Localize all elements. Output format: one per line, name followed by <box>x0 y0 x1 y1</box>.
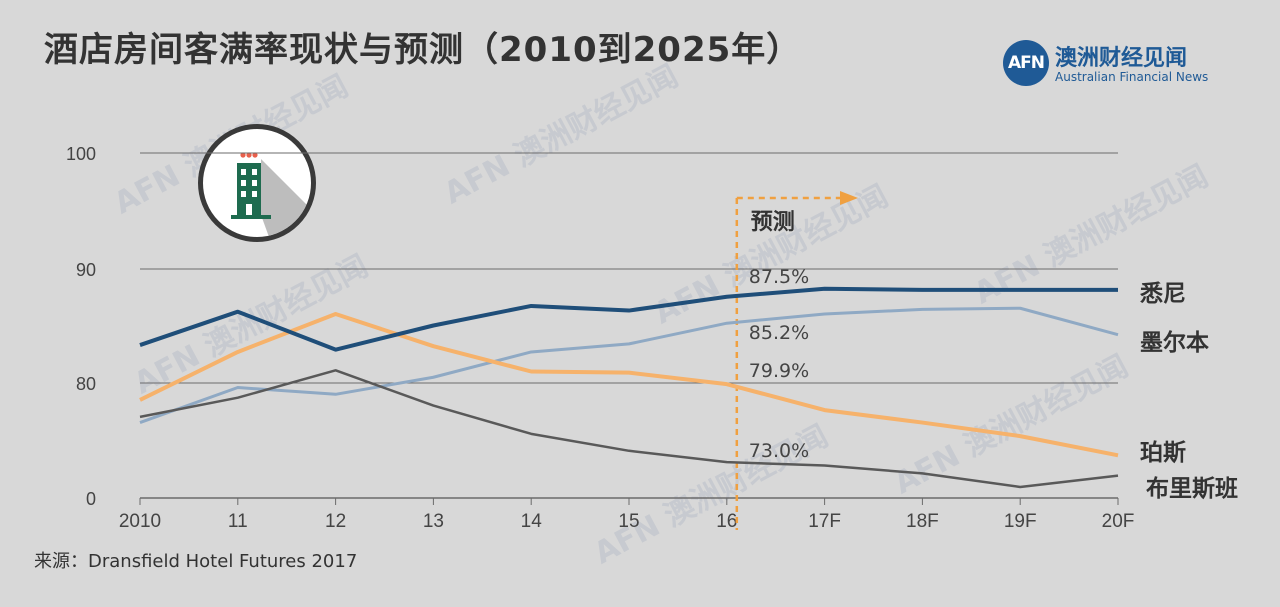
series-label-melbourne: 墨尔本 <box>1140 329 1209 356</box>
brand-name-cn: 澳洲财经见闻 <box>1055 46 1188 71</box>
brand-name-en: Australian Financial News <box>1055 70 1209 84</box>
y-tick-label: 80 <box>76 374 96 394</box>
x-tick-label: 19F <box>1004 511 1037 532</box>
hotel-building-icon <box>198 124 316 242</box>
series-line-sydney <box>139 286 1118 352</box>
x-tick-label: 2010 <box>119 511 161 532</box>
brand-logo: AFN 澳洲财经见闻 Australian Financial News <box>1003 40 1228 90</box>
x-tick-label: 20F <box>1102 511 1135 532</box>
x-tick-label: 12 <box>325 511 346 532</box>
x-tick-label: 13 <box>423 511 444 532</box>
data-label: 73.0% <box>749 440 809 462</box>
x-tick-label: 14 <box>521 511 543 532</box>
data-label: 79.9% <box>749 360 809 382</box>
brand-logo-mark: AFN <box>1003 40 1049 86</box>
series-label-brisbane: 布里斯班 <box>1146 475 1238 502</box>
series-line-perth <box>139 312 1119 458</box>
series-line-melbourne <box>139 306 1119 424</box>
data-label: 87.5% <box>749 266 809 288</box>
data-label: 85.2% <box>749 322 809 344</box>
source-note: 来源：Dransfield Hotel Futures 2017 <box>34 551 358 572</box>
series-label-perth: 珀斯 <box>1140 439 1186 466</box>
forecast-label: 预测 <box>751 210 795 235</box>
series-line-brisbane <box>139 369 1119 489</box>
page-title: 酒店房间客满率现状与预测（2010到2025年） <box>44 30 802 70</box>
x-tick-label: 16 <box>716 511 737 532</box>
x-tick-label: 17F <box>808 511 841 532</box>
x-tick-label: 11 <box>228 511 248 532</box>
y-tick-label: 0 <box>86 489 96 509</box>
arrow-right-icon <box>840 191 858 205</box>
x-tick-label: 15 <box>618 511 639 532</box>
y-tick-label: 100 <box>66 144 96 164</box>
y-tick-label: 90 <box>76 260 96 280</box>
x-tick-label: 18F <box>906 511 939 532</box>
series-label-sydney: 悉尼 <box>1140 281 1186 307</box>
